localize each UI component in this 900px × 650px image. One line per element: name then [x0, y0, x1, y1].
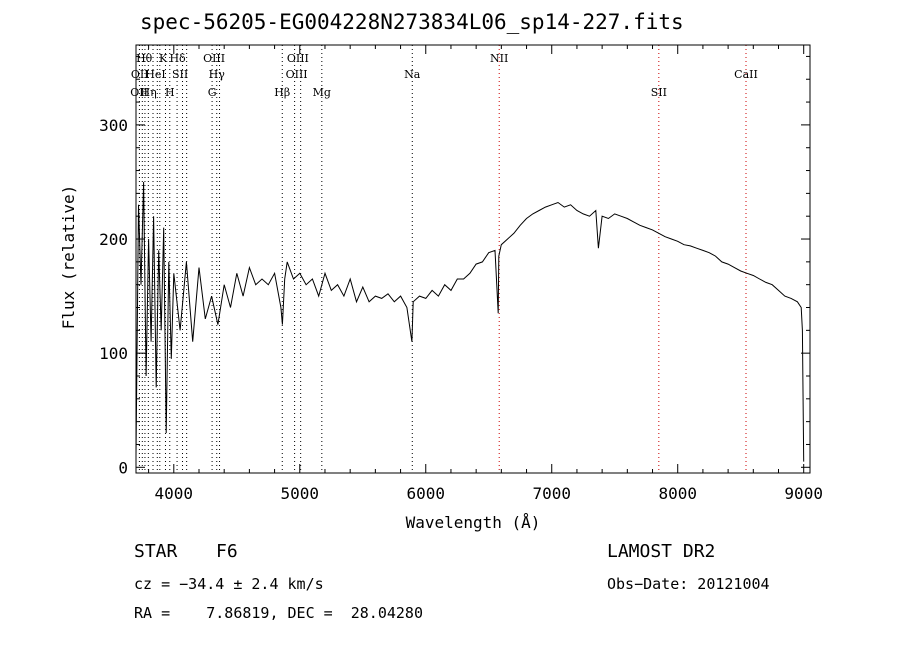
line-label: Hβ: [274, 86, 290, 99]
line-label: SII: [172, 68, 188, 81]
line-label: Mg: [313, 86, 331, 99]
line-label: OIII: [287, 52, 309, 65]
line-label: Hη: [141, 86, 157, 99]
object-subclass: F6: [216, 541, 238, 562]
reference-lines: [138, 45, 747, 473]
line-label: Hγ: [209, 68, 226, 81]
chart-title: spec-56205-EG004228N273834L06_sp14-227.f…: [140, 10, 684, 34]
x-tick-label: 5000: [281, 484, 320, 503]
line-label: K: [159, 52, 168, 65]
line-label: SII: [651, 86, 667, 99]
coordinates: RA = 7.86819, DEC = 28.04280: [134, 604, 423, 622]
x-tick-label: 8000: [658, 484, 697, 503]
plot-frame: [135, 44, 811, 474]
y-tick-label: 100: [99, 344, 128, 363]
line-label: NII: [490, 52, 508, 65]
x-axis-ticks: 4000 5000 6000 7000 8000 9000: [148, 45, 823, 503]
line-label: OIII: [286, 68, 308, 81]
line-label: OII: [131, 68, 149, 81]
y-tick-label: 200: [99, 230, 128, 249]
x-tick-label: 4000: [155, 484, 194, 503]
x-tick-label: 6000: [406, 484, 445, 503]
line-label: H: [165, 86, 175, 99]
line-label: HeI: [145, 68, 165, 81]
line-label: Hδ: [169, 52, 186, 65]
x-axis-label: Wavelength (Å): [406, 513, 541, 532]
y-axis-ticks: 0 100 200 300: [99, 55, 810, 477]
line-label: OIII: [203, 52, 225, 65]
line-label: OII: [130, 86, 148, 99]
line-label: Na: [404, 68, 421, 81]
y-axis-label: Flux (relative): [59, 185, 78, 330]
observation-date: Obs−Date: 20121004: [607, 575, 770, 593]
spectrum-line: [135, 181, 805, 462]
line-label: Hθ: [136, 52, 153, 65]
line-label: CaII: [734, 68, 758, 81]
x-tick-label: 9000: [784, 484, 823, 503]
object-class: STAR: [134, 541, 178, 562]
redshift-velocity: cz = −34.4 ± 2.4 km/s: [134, 575, 324, 593]
survey-name: LAMOST DR2: [607, 541, 716, 562]
x-tick-label: 7000: [532, 484, 571, 503]
y-tick-label: 0: [118, 458, 128, 477]
y-tick-label: 300: [99, 116, 128, 135]
line-label: G: [208, 86, 217, 99]
